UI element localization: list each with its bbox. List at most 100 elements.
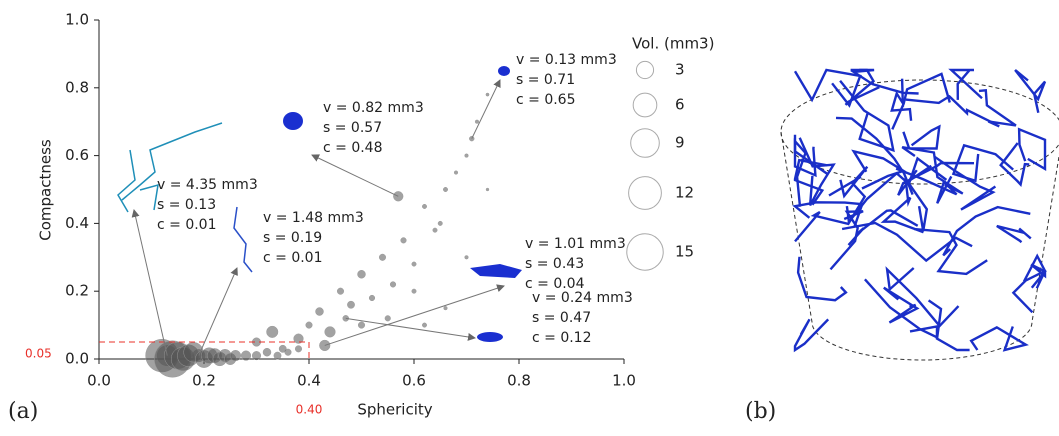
annotation: s = 0.19 bbox=[263, 230, 322, 246]
legend-bubble bbox=[628, 176, 662, 210]
vessel bbox=[951, 143, 1014, 183]
threshold-label: 0.40 bbox=[296, 403, 323, 417]
annotation-arrow bbox=[311, 154, 399, 197]
annotation: v = 1.48 mm3 bbox=[263, 210, 364, 226]
bubble bbox=[400, 237, 407, 244]
legend-label: 12 bbox=[675, 184, 694, 202]
vessel bbox=[851, 149, 907, 190]
y-tick-label: 0.6 bbox=[65, 146, 89, 164]
vessel bbox=[885, 266, 960, 328]
vessel bbox=[794, 181, 867, 243]
bubble bbox=[474, 119, 480, 124]
bubble bbox=[324, 326, 336, 338]
annotation: s = 0.57 bbox=[323, 120, 382, 136]
vessel bbox=[901, 146, 964, 195]
vessel bbox=[948, 68, 983, 100]
bubble bbox=[305, 321, 313, 329]
vessel bbox=[909, 324, 970, 352]
annotation: s = 0.71 bbox=[516, 72, 575, 88]
bubble bbox=[357, 321, 366, 329]
bubble bbox=[485, 92, 490, 97]
x-tick-label: 0.4 bbox=[297, 372, 321, 390]
panel-label: (a) bbox=[8, 399, 38, 424]
bubble bbox=[294, 345, 303, 353]
bubble bbox=[437, 220, 443, 226]
annotation-arrow bbox=[198, 267, 238, 356]
vessel bbox=[907, 156, 948, 232]
bubble bbox=[422, 203, 427, 209]
bubble bbox=[411, 261, 417, 267]
vessel bbox=[883, 286, 920, 324]
legend-label: 15 bbox=[675, 243, 694, 261]
bubble bbox=[251, 351, 262, 361]
bubble bbox=[443, 306, 448, 311]
vessel bbox=[793, 134, 817, 178]
y-axis-title: Compactness bbox=[37, 139, 55, 241]
bubble bbox=[384, 315, 391, 322]
vessel bbox=[793, 158, 828, 206]
vessel bbox=[914, 227, 988, 276]
legend-bubble bbox=[630, 128, 660, 158]
bubble bbox=[357, 270, 366, 279]
bubble bbox=[347, 300, 355, 309]
legend-bubble bbox=[632, 92, 658, 118]
illustrations bbox=[117, 66, 1059, 361]
vessel bbox=[864, 278, 943, 340]
legend-label: 9 bbox=[675, 134, 685, 152]
vessel bbox=[1030, 263, 1047, 289]
annotation: c = 0.48 bbox=[323, 140, 383, 156]
vessel bbox=[942, 205, 1031, 257]
bubble bbox=[464, 153, 469, 158]
vessel bbox=[847, 209, 919, 246]
vessel bbox=[835, 116, 914, 196]
vessel bbox=[905, 94, 995, 125]
y-tick-label: 1.0 bbox=[65, 11, 89, 29]
legend-label: 3 bbox=[675, 61, 685, 79]
vessel bbox=[793, 318, 830, 353]
vessel bbox=[792, 201, 864, 228]
bubble bbox=[411, 288, 417, 294]
legend-label: 6 bbox=[675, 96, 685, 114]
annotation: c = 0.01 bbox=[263, 250, 323, 266]
annotation-arrow bbox=[324, 284, 505, 346]
legend-bubble bbox=[626, 233, 664, 271]
bubble bbox=[284, 348, 292, 356]
vessel bbox=[969, 326, 1029, 352]
bubble bbox=[229, 350, 242, 362]
bubble bbox=[368, 294, 376, 302]
annotation: v = 0.24 mm3 bbox=[532, 290, 633, 306]
annotation: v = 4.35 mm3 bbox=[157, 177, 258, 193]
annotation: s = 0.43 bbox=[525, 256, 584, 272]
bubble bbox=[389, 281, 397, 288]
bubble bbox=[432, 227, 438, 233]
legend-title: Vol. (mm3) bbox=[632, 35, 714, 53]
bubble bbox=[273, 351, 282, 360]
y-tick-label: 0.0 bbox=[65, 350, 89, 368]
vessel bbox=[880, 177, 924, 234]
bubble bbox=[336, 287, 345, 295]
vessel bbox=[902, 124, 941, 150]
vessel bbox=[839, 80, 895, 153]
annotation: c = 0.12 bbox=[532, 330, 592, 346]
bubble bbox=[485, 187, 490, 192]
bubble bbox=[293, 333, 304, 344]
bubble bbox=[422, 322, 427, 328]
annotation: s = 0.13 bbox=[157, 197, 216, 213]
vessel bbox=[895, 167, 958, 204]
vessel bbox=[793, 68, 862, 108]
vessel bbox=[1017, 127, 1047, 171]
annotation-arrow bbox=[471, 79, 501, 139]
annotation: v = 0.82 mm3 bbox=[323, 100, 424, 116]
vessel bbox=[1014, 69, 1047, 113]
bubble bbox=[262, 347, 272, 357]
vessel bbox=[978, 88, 1017, 128]
vessel bbox=[1011, 253, 1047, 314]
annotation-arrow bbox=[131, 209, 168, 356]
y-tick-label: 0.2 bbox=[65, 282, 89, 300]
bubble bbox=[443, 187, 448, 192]
annotation: s = 0.47 bbox=[532, 310, 591, 326]
vessel bbox=[828, 165, 869, 199]
legend-bubble bbox=[635, 60, 655, 80]
annotation: v = 1.01 mm3 bbox=[525, 236, 626, 252]
